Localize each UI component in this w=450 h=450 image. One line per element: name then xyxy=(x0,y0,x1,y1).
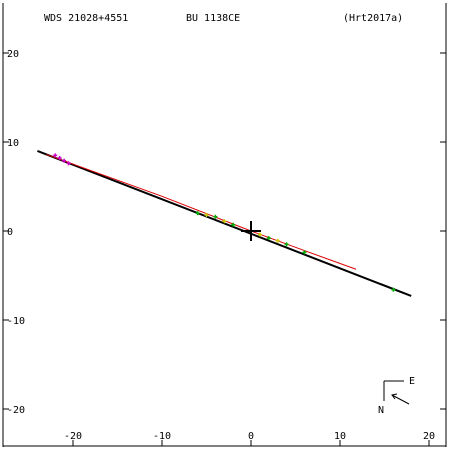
observation-point xyxy=(213,214,218,219)
x-tick-label: -20 xyxy=(64,431,82,442)
header-wds-id: WDS 21028+4551 xyxy=(44,13,128,24)
y-tick-label: -20 xyxy=(7,405,25,416)
y-tick-label: 20 xyxy=(7,49,19,60)
orbit-line xyxy=(37,149,412,297)
motion-arrow-shaft xyxy=(391,394,410,405)
observation-point xyxy=(204,212,209,217)
x-tick-label: 20 xyxy=(423,431,435,442)
observation-point xyxy=(57,156,62,161)
x-tick-label: -10 xyxy=(153,431,171,442)
compass-north-label: N xyxy=(378,405,384,416)
motion-arrow-head xyxy=(391,393,398,400)
series-layer xyxy=(37,149,412,297)
observation-point xyxy=(275,238,280,243)
observation-point xyxy=(284,242,289,247)
observation-point xyxy=(53,153,58,158)
observation-point xyxy=(391,287,396,292)
header-reference: (Hrt2017a) xyxy=(343,13,403,24)
observation-point xyxy=(66,161,71,166)
compass: E N xyxy=(378,376,415,416)
observation-point xyxy=(266,236,271,241)
y-tick-label: 0 xyxy=(7,227,13,238)
observation-point xyxy=(302,250,307,255)
observation-point xyxy=(222,219,227,224)
y-tick-label: 10 xyxy=(7,138,19,149)
observation-point xyxy=(62,158,67,163)
x-tick-label: 0 xyxy=(248,431,254,442)
observation-point xyxy=(195,211,200,216)
y-tick-label: -10 xyxy=(7,316,25,327)
axis-ticks: -20 -10 0 10 20 20 10 0 -10 -20 xyxy=(3,49,446,446)
x-tick-label: 10 xyxy=(334,431,346,442)
observation-point xyxy=(257,232,262,237)
primary-star-marker xyxy=(241,221,261,241)
orbit-alt-line xyxy=(46,153,357,270)
observation-point xyxy=(231,222,236,227)
compass-east-label: E xyxy=(409,376,415,387)
header-designation: BU 1138CE xyxy=(186,13,240,24)
